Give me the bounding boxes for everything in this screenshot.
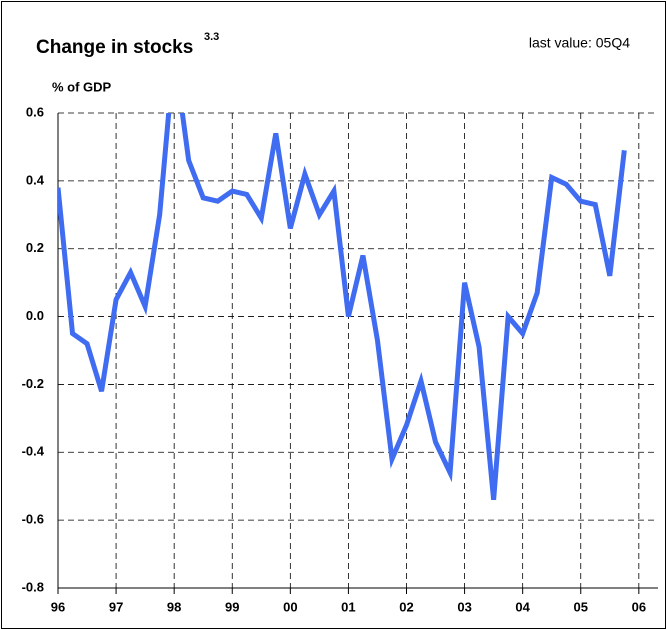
chart-title: Change in stocks (36, 37, 193, 58)
x-tick-label: 98 (167, 599, 181, 614)
annotation: last value: 05Q4 (529, 35, 630, 51)
y-tick-label: -0.8 (22, 579, 44, 594)
y-tick-label: 0.2 (26, 240, 44, 255)
y-tick-label: 0.0 (26, 308, 44, 323)
x-tick-label: 00 (283, 599, 297, 614)
x-tick-label: 05 (574, 599, 588, 614)
x-tick-label: 01 (341, 599, 355, 614)
x-tick-label: 06 (632, 599, 646, 614)
x-tick-label: 99 (225, 599, 239, 614)
title-note: 3.3 (204, 31, 219, 43)
y-tick-label: -0.6 (22, 512, 44, 527)
y-axis-label: % of GDP (52, 79, 112, 94)
x-tick-label: 04 (515, 599, 530, 614)
x-tick-label: 97 (109, 599, 123, 614)
y-tick-label: -0.2 (22, 376, 44, 391)
data-line (58, 113, 627, 501)
y-tick-label: 0.4 (26, 172, 45, 187)
x-tick-label: 03 (457, 599, 471, 614)
x-tick-label: 02 (399, 599, 413, 614)
x-tick-label: 96 (51, 599, 65, 614)
y-tick-label: -0.4 (22, 444, 45, 459)
y-tick-label: 0.6 (26, 104, 44, 119)
